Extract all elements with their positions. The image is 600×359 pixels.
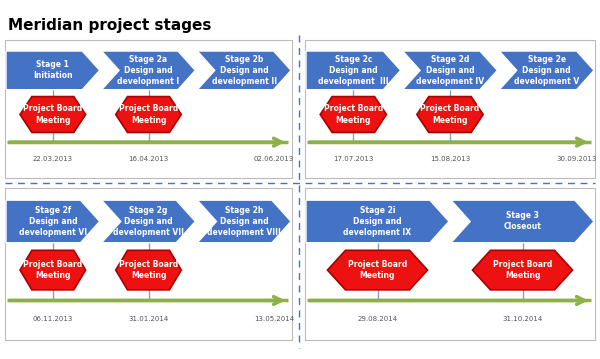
Polygon shape [6, 51, 100, 90]
Polygon shape [101, 200, 196, 243]
Text: Project Board
Meeting: Project Board Meeting [119, 260, 178, 280]
Text: Stage 2d
Design and
development IV: Stage 2d Design and development IV [416, 55, 484, 86]
Text: Stage 2i
Design and
development IX: Stage 2i Design and development IX [343, 206, 412, 237]
Polygon shape [197, 200, 291, 243]
Text: 30.09.2013: 30.09.2013 [557, 156, 597, 162]
Polygon shape [20, 97, 86, 132]
Text: 17.07.2013: 17.07.2013 [333, 156, 374, 162]
Polygon shape [451, 200, 594, 243]
Polygon shape [472, 250, 572, 290]
Text: Project Board
Meeting: Project Board Meeting [493, 260, 552, 280]
Text: 13.05.2014: 13.05.2014 [254, 316, 294, 322]
Polygon shape [403, 51, 497, 90]
Polygon shape [306, 51, 401, 90]
Text: Stage 2g
Design and
development VII: Stage 2g Design and development VII [113, 206, 184, 237]
Polygon shape [328, 250, 428, 290]
Text: Project Board
Meeting: Project Board Meeting [23, 260, 82, 280]
Text: Project Board
Meeting: Project Board Meeting [324, 104, 383, 125]
Polygon shape [197, 51, 291, 90]
Bar [5, 188, 292, 340]
Text: Project Board
Meeting: Project Board Meeting [23, 104, 82, 125]
Text: Stage 2b
Design and
development II: Stage 2b Design and development II [212, 55, 277, 86]
Text: Stage 2e
Design and
development V: Stage 2e Design and development V [514, 55, 579, 86]
Bar [305, 188, 595, 340]
Text: 16.04.2013: 16.04.2013 [128, 156, 169, 162]
Polygon shape [499, 51, 594, 90]
Text: Stage 2a
Design and
development I: Stage 2a Design and development I [118, 55, 179, 86]
Polygon shape [320, 97, 386, 132]
Text: Stage 1
Initiation: Stage 1 Initiation [33, 60, 73, 80]
Polygon shape [417, 97, 483, 132]
Text: 02.06.2013: 02.06.2013 [254, 156, 294, 162]
Text: Stage 2c
Design and
development  III: Stage 2c Design and development III [318, 55, 389, 86]
Polygon shape [6, 200, 100, 243]
Text: Project Board
Meeting: Project Board Meeting [421, 104, 479, 125]
Polygon shape [101, 51, 196, 90]
Text: Project Board
Meeting: Project Board Meeting [119, 104, 178, 125]
Polygon shape [20, 250, 86, 290]
Text: Meridian project stages: Meridian project stages [8, 18, 211, 33]
Text: 31.01.2014: 31.01.2014 [128, 316, 169, 322]
Bar [5, 40, 292, 178]
Text: Project Board
Meeting: Project Board Meeting [348, 260, 407, 280]
Text: 15.08.2013: 15.08.2013 [430, 156, 470, 162]
Text: 29.08.2014: 29.08.2014 [358, 316, 398, 322]
Text: 31.10.2014: 31.10.2014 [502, 316, 542, 322]
Text: 06.11.2013: 06.11.2013 [32, 316, 73, 322]
Text: 22.03.2013: 22.03.2013 [33, 156, 73, 162]
Polygon shape [306, 200, 449, 243]
Text: Stage 2h
Design and
development VIII: Stage 2h Design and development VIII [207, 206, 281, 237]
Text: Stage 2f
Design and
development VI: Stage 2f Design and development VI [19, 206, 87, 237]
Text: Stage 3
Closeout: Stage 3 Closeout [503, 211, 541, 232]
Polygon shape [116, 97, 181, 132]
Polygon shape [116, 250, 181, 290]
Bar [305, 40, 595, 178]
